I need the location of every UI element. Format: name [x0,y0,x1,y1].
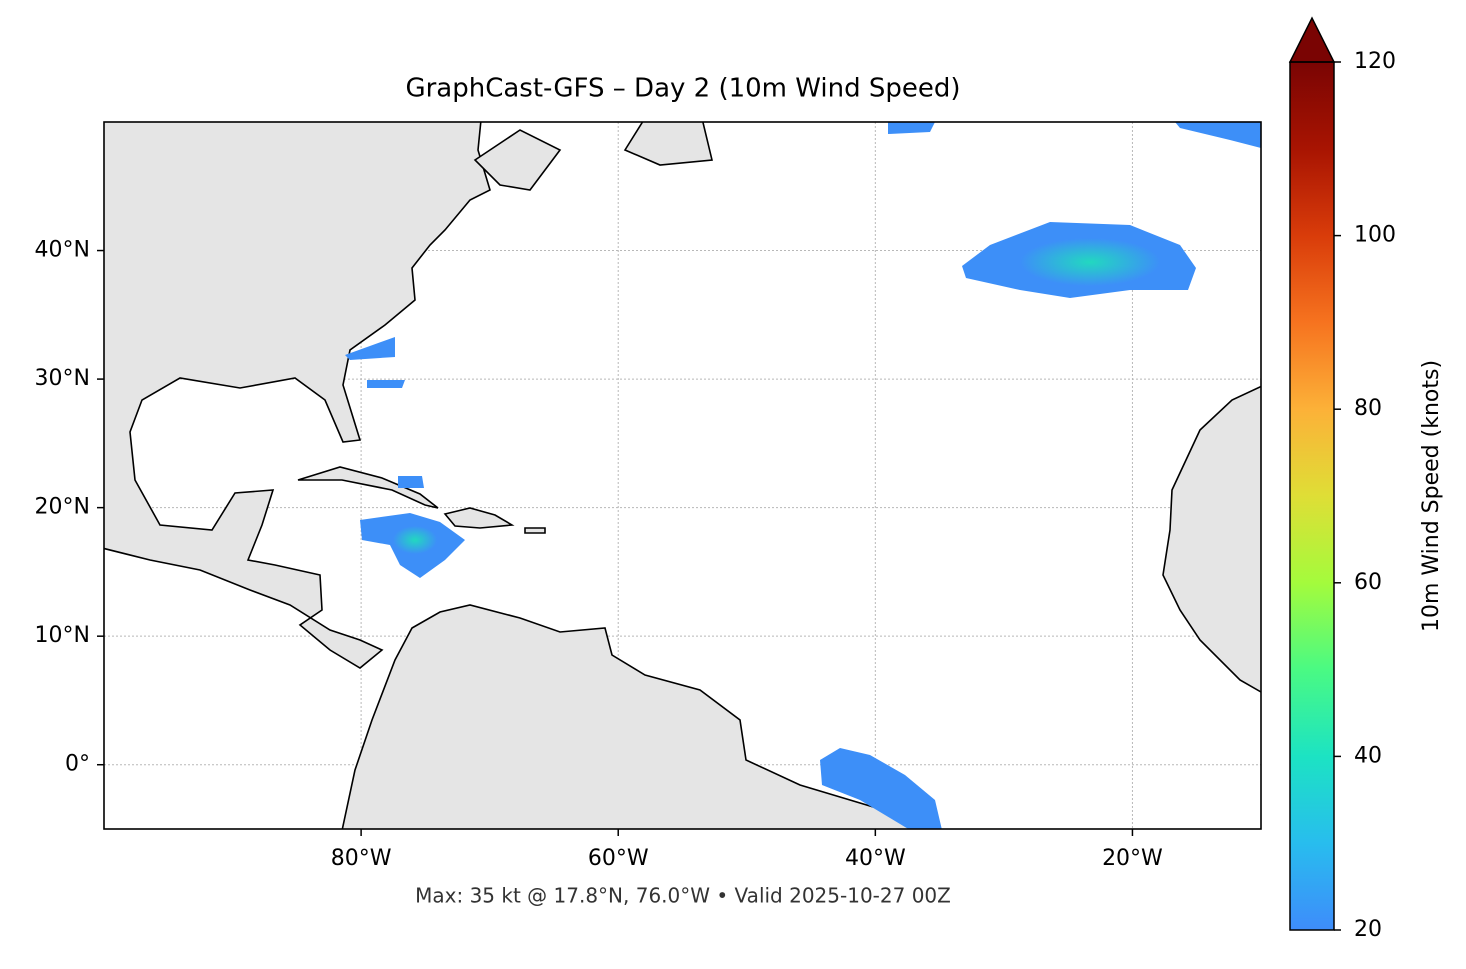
y-tick-label: 40°N [35,238,90,263]
colorbar-label: 10m Wind Speed (knots) [1419,360,1444,632]
colorbar-tick-label: 60 [1354,570,1382,595]
africa [1162,385,1261,693]
y-tick-label: 10°N [35,623,90,648]
y-tick-label: 0° [65,752,90,777]
colorbar [1290,62,1334,930]
x-tick-label: 60°W [588,846,649,871]
y-tick-label: 30°N [35,366,90,391]
puerto-rico [524,527,546,534]
x-tick-label: 80°W [331,846,392,871]
x-tick-label: 40°W [845,846,906,871]
colorbar-tick-label: 120 [1354,49,1396,74]
colorbar-tick-label: 100 [1354,223,1396,248]
y-tick-label: 20°N [35,495,90,520]
title: GraphCast-GFS – Day 2 (10m Wind Speed) [405,74,960,104]
colorbar-extend [1288,16,1336,63]
south-america [341,604,916,829]
greenland-coast [623,122,713,166]
wind-core [1020,238,1160,286]
map-frame [103,121,1262,830]
colorbar-tick-label: 80 [1354,396,1382,421]
wind-max [393,526,437,554]
newfoundland [473,129,562,191]
cuba [297,466,439,509]
map-features [104,122,1261,829]
colorbar-tick-label: 40 [1354,743,1382,768]
x-tick-label: 20°W [1102,846,1163,871]
colorbar-tick-label: 20 [1354,917,1382,942]
hispaniola [443,507,515,529]
north-america [104,122,491,669]
wind-swath [820,122,1261,829]
footer-note: Max: 35 kt @ 17.8°N, 76.0°W • Valid 2025… [415,884,951,908]
